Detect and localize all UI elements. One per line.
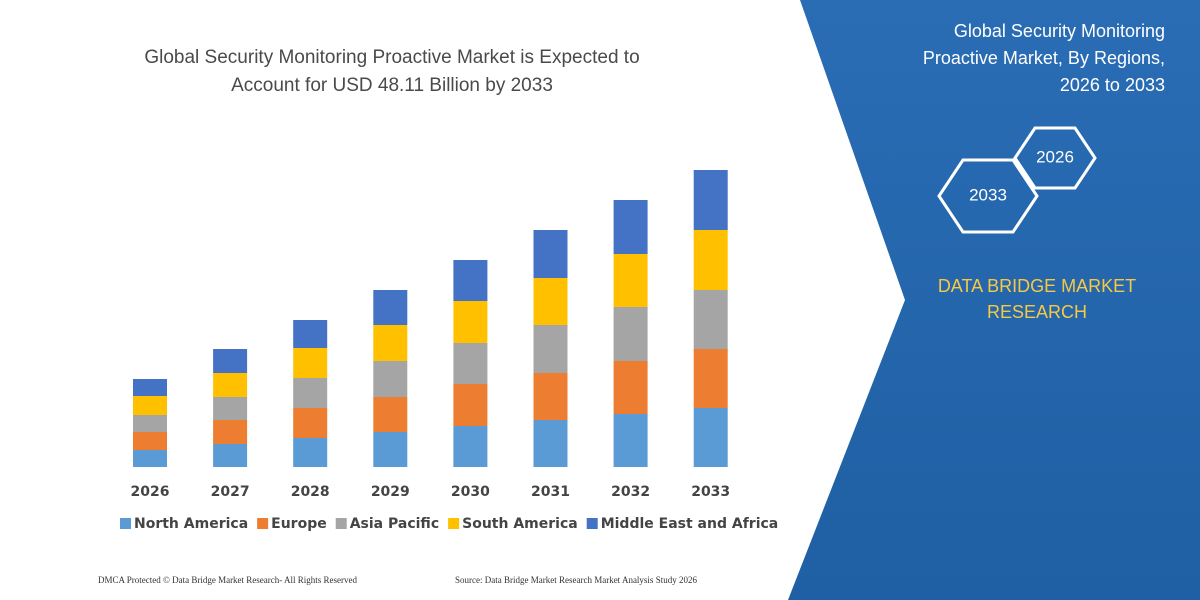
legend-swatch [120, 518, 131, 529]
hexagon [937, 158, 1039, 234]
bar-segment [213, 444, 248, 467]
bar-segment [693, 349, 728, 408]
bar-segment [453, 343, 488, 384]
panel-title: 2026 to 2033 [1060, 75, 1165, 95]
legend-swatch [257, 518, 269, 529]
bar-segment [453, 426, 488, 467]
legend-label: South America [462, 516, 578, 532]
bar-segment [133, 415, 167, 432]
bar-segment [533, 373, 568, 420]
hexagon [1013, 126, 1097, 190]
bar-segment [133, 396, 167, 415]
legend-label: Middle East and Africa [601, 516, 779, 532]
bar-segment [533, 278, 568, 325]
x-tick-label: 2031 [531, 484, 570, 500]
bar-segment [133, 432, 167, 450]
bar-segment [213, 373, 248, 397]
bar-segment [693, 408, 728, 467]
side-panel [788, 0, 1200, 600]
bar-segment [293, 378, 328, 408]
bar-segment [613, 254, 648, 307]
legend-label: North America [134, 516, 248, 532]
x-tick-label: 2032 [611, 484, 650, 500]
x-tick-label: 2030 [451, 484, 490, 500]
bar-segment [373, 361, 408, 397]
bar-segment [533, 420, 568, 467]
panel-title: Global Security Monitoring [954, 21, 1165, 41]
bar-segment [293, 408, 328, 438]
bar-segment [613, 307, 648, 361]
bar-segment [693, 290, 728, 349]
legend-label: Europe [271, 516, 327, 532]
x-tick-label: 2027 [211, 484, 250, 500]
chart-title: Account for USD 48.11 Billion by 2033 [231, 75, 553, 96]
bar-segment [453, 260, 488, 301]
bar-segment [133, 379, 167, 396]
bar-segment [373, 290, 408, 325]
brand: DATA BRIDGE MARKET [938, 276, 1136, 296]
legend-swatch [448, 518, 460, 529]
bar-segment [373, 397, 408, 432]
hexagon-label: 2033 [969, 185, 1007, 204]
bar-segment [613, 414, 648, 467]
bar-segment [533, 230, 568, 278]
footer-note: DMCA Protected © Data Bridge Market Rese… [98, 575, 358, 585]
chart-title: Global Security Monitoring Proactive Mar… [144, 47, 639, 68]
x-tick-label: 2028 [291, 484, 330, 500]
legend-swatch [335, 518, 347, 529]
hexagon-label: 2026 [1036, 147, 1074, 166]
x-tick-label: 2029 [371, 484, 410, 500]
bar-segment [613, 361, 648, 414]
bar-segment [693, 230, 728, 290]
bar-segment [533, 325, 568, 373]
bar-segment [693, 170, 728, 230]
x-tick-label: 2026 [131, 484, 170, 500]
bar-segment [373, 325, 408, 361]
bar-segment [293, 320, 328, 348]
bar-segment [133, 450, 167, 467]
legend-label: Asia Pacific [350, 516, 439, 532]
bar-segment [213, 420, 248, 444]
bar-segment [213, 397, 248, 420]
bar-segment [293, 438, 328, 467]
footer-note: Source: Data Bridge Market Research Mark… [455, 575, 697, 585]
legend-swatch [586, 518, 598, 529]
brand: RESEARCH [987, 302, 1087, 322]
bar-segment [453, 384, 488, 426]
bar-segment [613, 200, 648, 254]
panel-title: Proactive Market, By Regions, [923, 48, 1165, 68]
bar-segment [373, 432, 408, 467]
bar-segment [293, 348, 328, 378]
x-tick-label: 2033 [691, 484, 730, 500]
bar-segment [453, 301, 488, 343]
bar-segment [213, 349, 248, 373]
